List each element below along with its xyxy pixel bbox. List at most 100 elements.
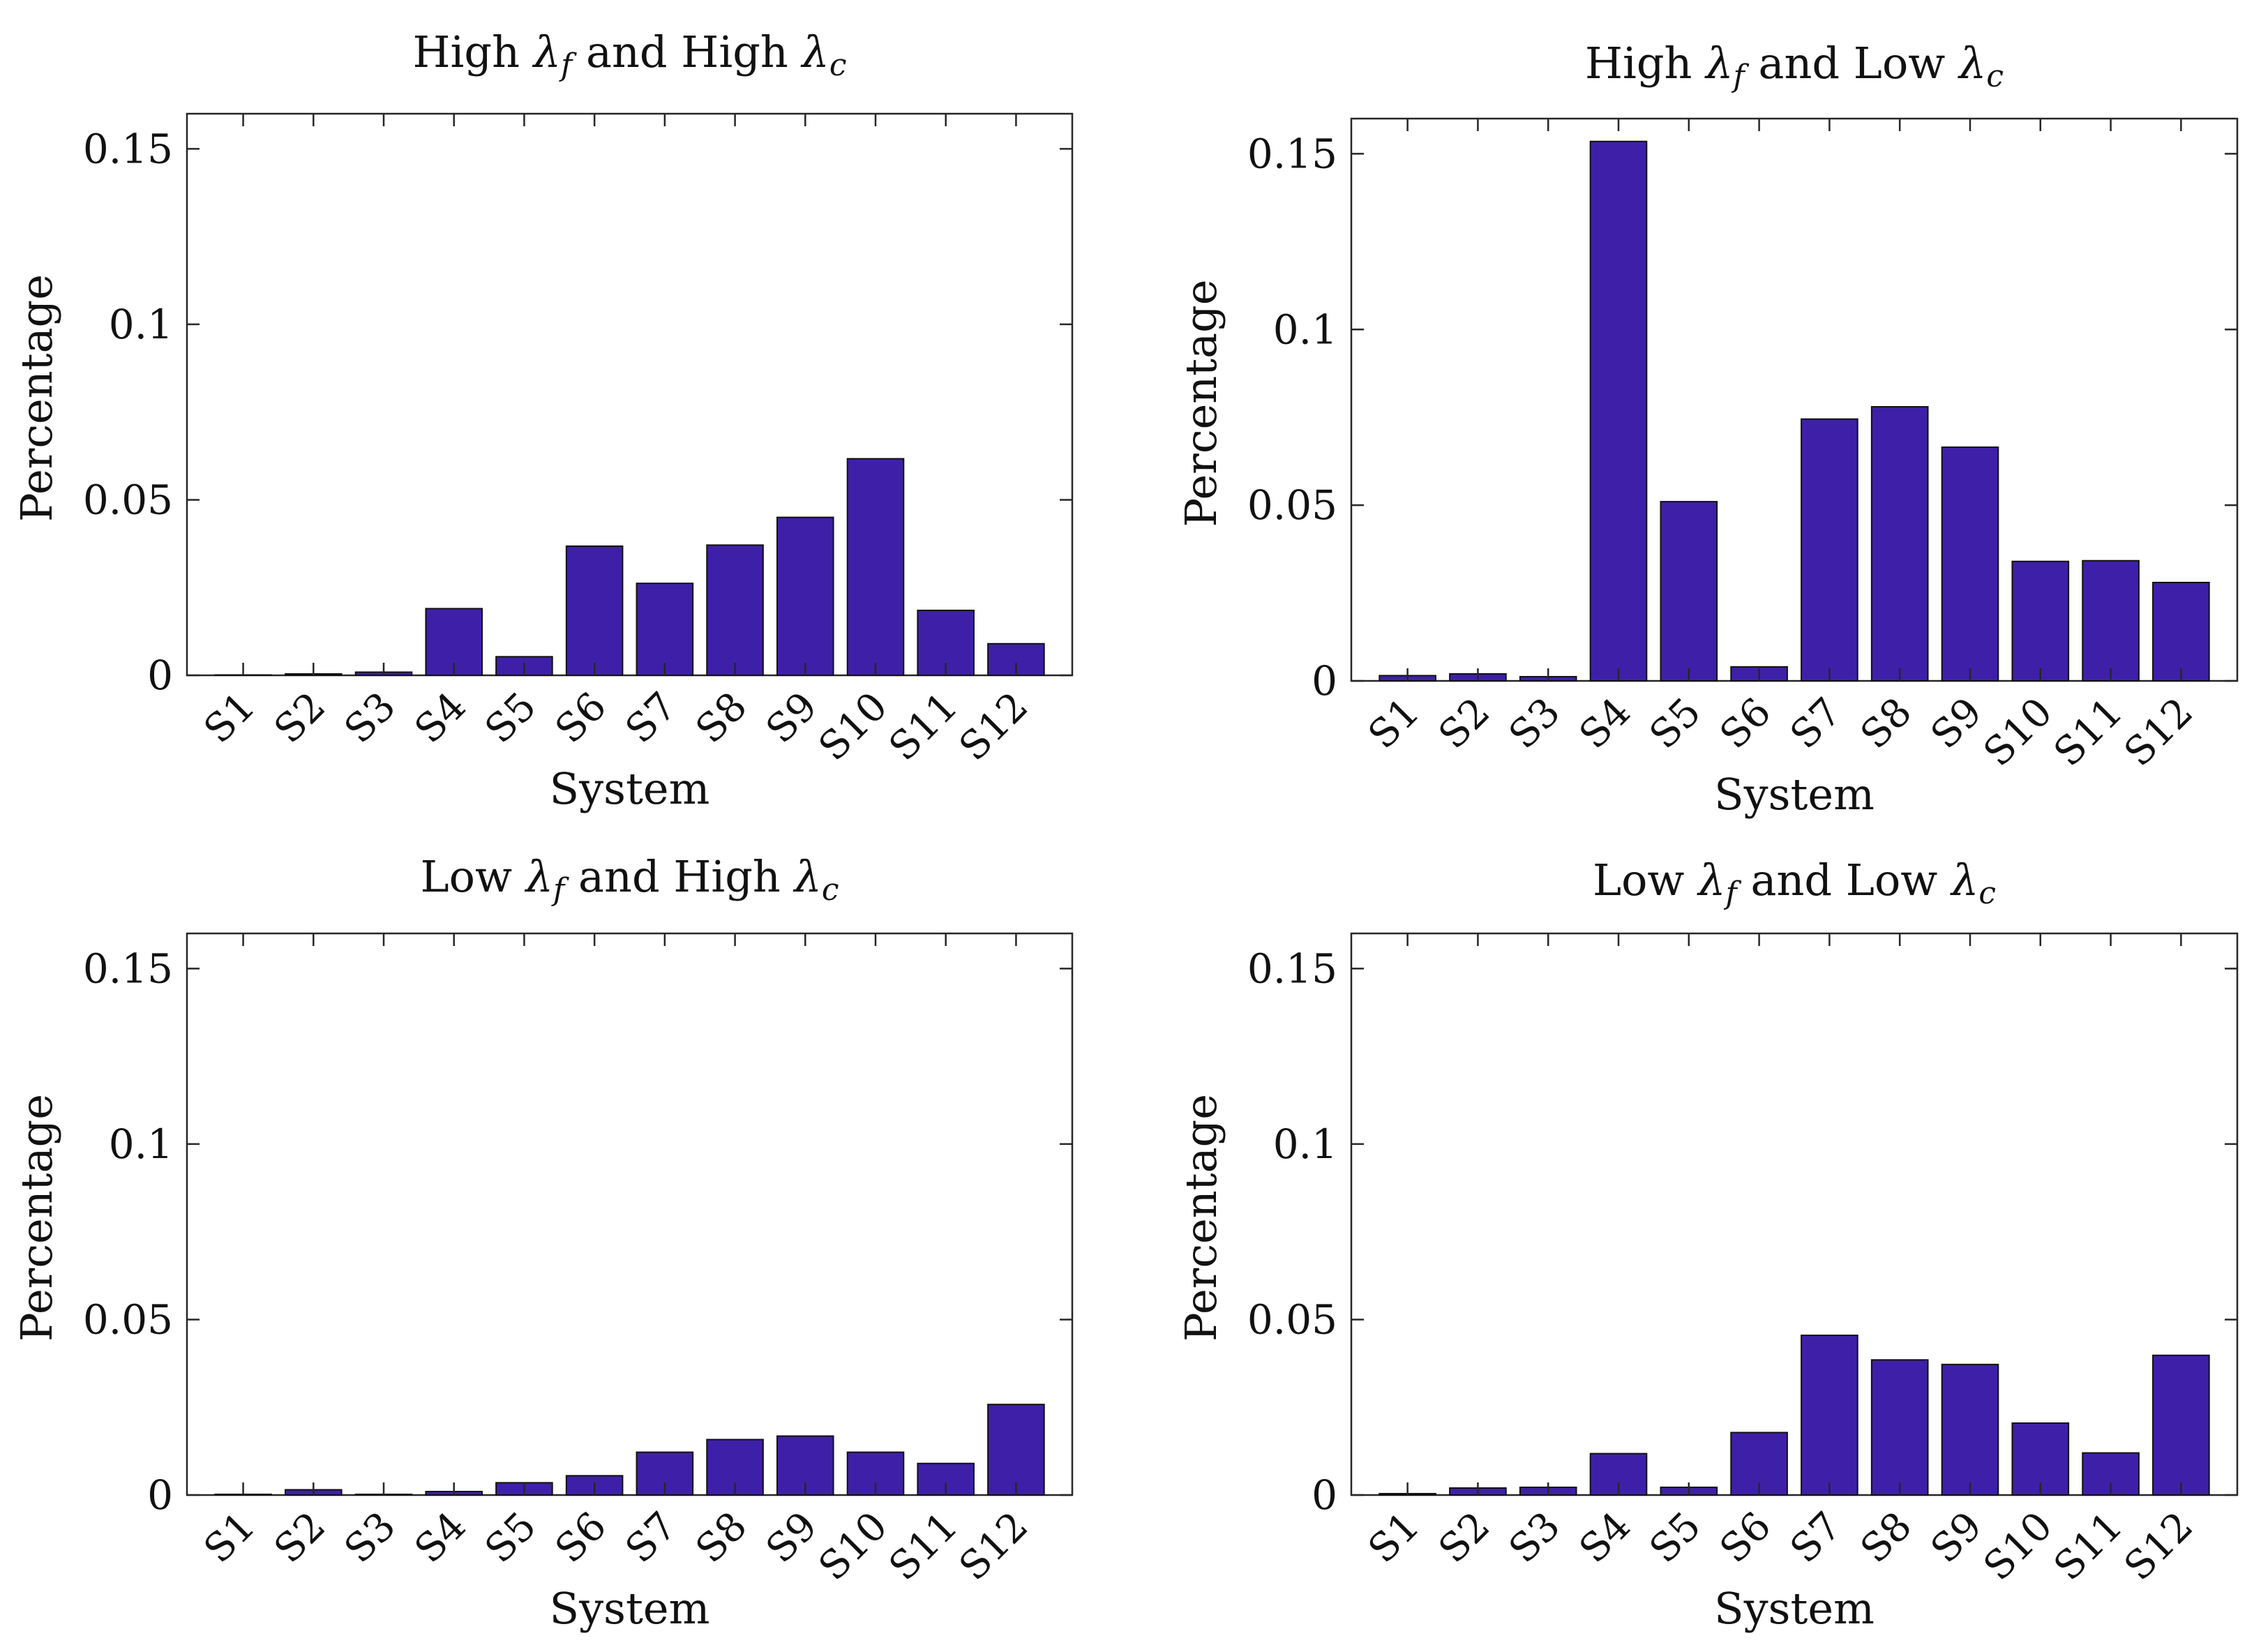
ytick-label: 0.05 xyxy=(1247,481,1337,529)
bar-s5 xyxy=(1660,501,1718,682)
bar-s4 xyxy=(1589,140,1648,682)
xtick-label-s4: S4 xyxy=(1571,1503,1639,1572)
xtick-label-s1: S1 xyxy=(195,684,264,752)
xtick-label-s1: S1 xyxy=(1360,1503,1428,1572)
bar-s8 xyxy=(1870,1359,1929,1496)
xtick-label-s12: S12 xyxy=(2116,1503,2202,1589)
xtick-label-s11: S11 xyxy=(2045,689,2131,775)
xtick-label-s11: S11 xyxy=(2045,1503,2131,1589)
xtick-label-s5: S5 xyxy=(1641,689,1709,758)
xtick-label-s5: S5 xyxy=(1641,1503,1709,1572)
bar-s7 xyxy=(1801,1335,1858,1496)
bar-s10 xyxy=(2011,560,2070,682)
ytick-label: 0.05 xyxy=(83,1296,173,1343)
chart-title: Low λf and Low λc xyxy=(1593,855,1996,911)
chart-title: High λf and High λc xyxy=(412,27,846,83)
xtick-label-s7: S7 xyxy=(617,684,685,752)
xtick-label-s11: S11 xyxy=(880,684,966,769)
axes-box xyxy=(1350,117,2239,682)
ytick-label: 0.05 xyxy=(1247,1296,1337,1343)
x-axis-label: System xyxy=(550,763,710,814)
xtick-label-s8: S8 xyxy=(687,1503,756,1572)
ytick-label: 0.1 xyxy=(109,1120,173,1168)
xtick-label-s7: S7 xyxy=(1782,1503,1850,1572)
x-axis-label: System xyxy=(1714,1583,1875,1634)
bar-s12 xyxy=(2152,581,2210,682)
xtick-label-s3: S3 xyxy=(1501,689,1569,758)
xtick-label-s5: S5 xyxy=(476,684,545,752)
xtick-label-s10: S10 xyxy=(810,684,896,769)
xtick-label-s1: S1 xyxy=(1360,689,1428,758)
ytick-label: 0.1 xyxy=(109,301,173,348)
y-axis-label: Percentage xyxy=(11,1094,62,1342)
xtick-label-s7: S7 xyxy=(617,1503,685,1572)
xtick-label-s2: S2 xyxy=(1430,1503,1498,1572)
xtick-label-s12: S12 xyxy=(2116,689,2202,775)
ytick-label: 0 xyxy=(147,652,173,699)
xtick-label-s10: S10 xyxy=(810,1503,896,1589)
xtick-label-s3: S3 xyxy=(336,1503,405,1572)
x-axis-label: System xyxy=(550,1583,710,1634)
bar-s8 xyxy=(1870,406,1929,682)
ytick-label: 0.15 xyxy=(83,125,173,172)
ytick-label: 0.15 xyxy=(1247,130,1337,177)
xtick-label-s6: S6 xyxy=(547,1503,615,1572)
ytick-label: 0 xyxy=(1312,1471,1337,1519)
axes-box xyxy=(186,112,1074,677)
ytick-label: 0.15 xyxy=(83,945,173,992)
xtick-label-s5: S5 xyxy=(476,1503,545,1572)
y-axis-label: Percentage xyxy=(11,274,62,522)
bar-s10 xyxy=(846,458,905,677)
xtick-label-s3: S3 xyxy=(336,684,405,752)
xtick-label-s4: S4 xyxy=(406,684,474,752)
bar-s12 xyxy=(2152,1354,2210,1496)
ytick-label: 0 xyxy=(147,1471,173,1519)
ytick-label: 0.1 xyxy=(1273,306,1337,353)
y-axis-label: Percentage xyxy=(1175,1094,1226,1342)
bar-s12 xyxy=(987,1404,1045,1496)
bar-s6 xyxy=(565,545,624,676)
xtick-label-s8: S8 xyxy=(687,684,756,752)
xtick-label-s11: S11 xyxy=(880,1503,966,1589)
xtick-label-s1: S1 xyxy=(195,1503,264,1572)
xtick-label-s2: S2 xyxy=(266,1503,334,1572)
xtick-label-s4: S4 xyxy=(406,1503,474,1572)
chart-title: Low λf and High λc xyxy=(420,851,839,908)
xtick-label-s2: S2 xyxy=(266,684,334,752)
bar-s9 xyxy=(1941,1363,1999,1496)
bar-s7 xyxy=(1801,418,1858,682)
bar-s8 xyxy=(706,544,764,677)
ytick-label: 0 xyxy=(1312,657,1337,705)
bar-s9 xyxy=(776,516,834,676)
xtick-label-s3: S3 xyxy=(1501,1503,1569,1572)
xtick-label-s8: S8 xyxy=(1852,1503,1921,1572)
xtick-label-s6: S6 xyxy=(1711,689,1780,758)
ytick-label: 0.15 xyxy=(1247,945,1337,992)
xtick-label-s10: S10 xyxy=(1975,689,2061,775)
axes-box xyxy=(186,932,1074,1496)
bar-s6 xyxy=(1730,1432,1788,1496)
xtick-label-s6: S6 xyxy=(1711,1503,1780,1572)
xtick-label-s4: S4 xyxy=(1571,689,1639,758)
bar-s7 xyxy=(636,583,694,677)
xtick-label-s8: S8 xyxy=(1852,689,1921,758)
xtick-label-s12: S12 xyxy=(951,1503,1037,1589)
xtick-label-s12: S12 xyxy=(951,684,1037,769)
chart-title: High λf and Low λc xyxy=(1585,38,2004,94)
ytick-label: 0.1 xyxy=(1273,1120,1337,1168)
xtick-label-s7: S7 xyxy=(1782,689,1850,758)
x-axis-label: System xyxy=(1714,769,1875,820)
y-axis-label: Percentage xyxy=(1175,280,1226,527)
xtick-label-s2: S2 xyxy=(1430,689,1498,758)
xtick-label-s6: S6 xyxy=(547,684,615,752)
bar-s9 xyxy=(1941,446,1999,682)
xtick-label-s10: S10 xyxy=(1975,1503,2061,1589)
bar-s11 xyxy=(2082,560,2140,682)
ytick-label: 0.05 xyxy=(83,476,173,523)
axes-box xyxy=(1350,932,2239,1496)
